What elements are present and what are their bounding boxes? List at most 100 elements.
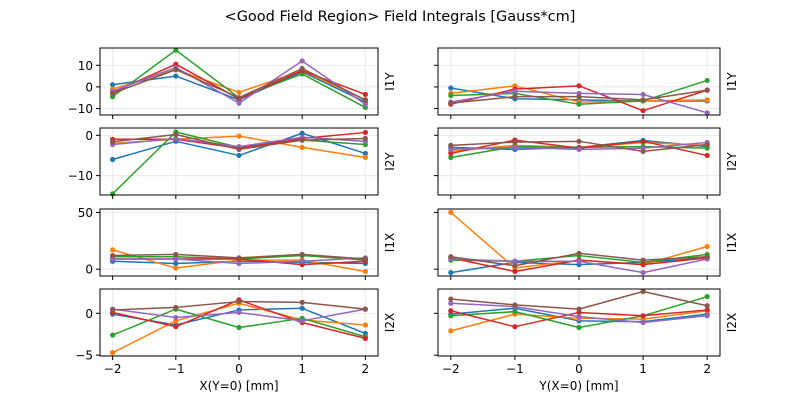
data-point-s5 — [576, 258, 582, 264]
data-point-s2 — [704, 243, 710, 250]
data-point-s2 — [110, 350, 116, 356]
data-point-s5 — [640, 319, 646, 326]
data-point-s2 — [362, 154, 368, 161]
data-point-s3 — [704, 77, 710, 84]
y-tick-label: 0 — [85, 80, 93, 94]
chart-title: <Good Field Region> Field Integrals [Gau… — [225, 9, 576, 25]
data-point-s3 — [576, 101, 582, 107]
data-point-s4 — [576, 83, 582, 89]
data-point-s5 — [236, 260, 242, 267]
data-point-s1 — [110, 82, 116, 88]
data-point-s5 — [299, 318, 305, 324]
data-point-s6 — [512, 139, 518, 145]
data-point-s6 — [512, 302, 518, 308]
data-point-s6 — [512, 263, 518, 269]
subplot-i2y-col1: I2Y — [434, 127, 739, 199]
data-point-s6 — [448, 142, 454, 148]
x-tick-label: −1 — [506, 362, 524, 376]
data-point-s1 — [236, 152, 242, 159]
data-point-s6 — [236, 95, 242, 101]
data-point-s6 — [173, 251, 179, 258]
data-point-s5 — [512, 88, 518, 94]
x-tick-label: 1 — [298, 362, 306, 376]
data-point-s6 — [362, 256, 368, 262]
row-label-i1y: I1Y — [383, 72, 397, 91]
data-point-s6 — [236, 298, 242, 305]
y-tick-label: −10 — [68, 169, 93, 183]
x-tick-label: 1 — [639, 362, 647, 376]
data-point-s6 — [704, 254, 710, 260]
x-axis-label: Y(X=0) [mm] — [538, 379, 618, 393]
data-point-s5 — [448, 300, 454, 306]
data-point-s3 — [110, 332, 116, 338]
y-tick-label: 50 — [78, 206, 93, 220]
data-point-s5 — [576, 146, 582, 152]
data-point-s6 — [576, 94, 582, 100]
data-point-s2 — [448, 209, 454, 216]
data-point-s6 — [110, 90, 116, 96]
row-label-i2y: I2Y — [383, 152, 397, 171]
data-point-s4 — [362, 335, 368, 342]
data-point-s4 — [448, 150, 454, 157]
x-tick-label: −2 — [104, 362, 122, 376]
data-point-s4 — [640, 138, 646, 144]
row-label-i1x: I1X — [383, 233, 397, 252]
x-tick-label: −2 — [442, 362, 460, 376]
data-point-s3 — [704, 293, 710, 300]
x-tick-label: 0 — [235, 362, 243, 376]
data-point-s6 — [704, 141, 710, 148]
data-point-s1 — [173, 73, 179, 79]
data-point-s3 — [576, 324, 582, 331]
data-point-s6 — [640, 288, 646, 295]
data-point-s6 — [236, 146, 242, 152]
data-point-s3 — [448, 313, 454, 319]
data-point-s1 — [299, 130, 305, 136]
data-point-s4 — [448, 308, 454, 314]
data-point-s4 — [704, 307, 710, 313]
data-point-s3 — [512, 309, 518, 315]
data-point-s6 — [576, 138, 582, 144]
row-label-i2x: I2X — [383, 313, 397, 332]
data-point-s1 — [362, 150, 368, 157]
data-point-s6 — [173, 67, 179, 73]
row-label-i2y: I2Y — [725, 152, 739, 171]
y-tick-label: 0 — [85, 263, 93, 277]
data-point-s6 — [576, 250, 582, 256]
data-point-s6 — [576, 306, 582, 312]
data-point-s6 — [448, 254, 454, 260]
x-tick-label: −1 — [167, 362, 185, 376]
data-point-s6 — [299, 137, 305, 143]
subplot-i1y-col1: I1Y — [434, 47, 739, 119]
data-point-s3 — [704, 145, 710, 151]
y-tick-label: 10 — [78, 59, 93, 73]
data-point-s2 — [704, 97, 710, 103]
data-point-s2 — [448, 328, 454, 334]
data-point-s6 — [448, 100, 454, 106]
data-point-s6 — [704, 87, 710, 93]
x-axis-label: X(Y=0) [mm] — [199, 379, 278, 393]
data-point-s5 — [173, 314, 179, 321]
data-point-s5 — [236, 100, 242, 106]
subplot-i1y-col0: 10 0 −10 I1Y — [68, 47, 397, 119]
data-point-s6 — [640, 148, 646, 155]
data-point-s6 — [173, 131, 179, 138]
subplot-i1x-col1: I1X — [434, 208, 739, 280]
data-point-s6 — [362, 97, 368, 103]
data-point-s5 — [576, 314, 582, 320]
data-point-s4 — [362, 129, 368, 136]
data-point-s5 — [362, 101, 368, 107]
row-label-i1y: I1Y — [725, 72, 739, 91]
data-point-s2 — [236, 89, 242, 95]
data-point-s1 — [299, 305, 305, 311]
subplot-i2x-col1: −2 −1 0 1 2 I2X Y(X=0) [mm] — [434, 288, 739, 393]
data-point-s5 — [512, 258, 518, 264]
data-point-s1 — [448, 269, 454, 276]
subplot-i2y-col0: 0 −10 I2Y — [68, 127, 397, 199]
x-tick-label: 0 — [575, 362, 583, 376]
data-point-s4 — [640, 313, 646, 319]
data-point-s6 — [110, 252, 116, 259]
data-point-s6 — [512, 94, 518, 100]
data-point-s6 — [640, 97, 646, 103]
